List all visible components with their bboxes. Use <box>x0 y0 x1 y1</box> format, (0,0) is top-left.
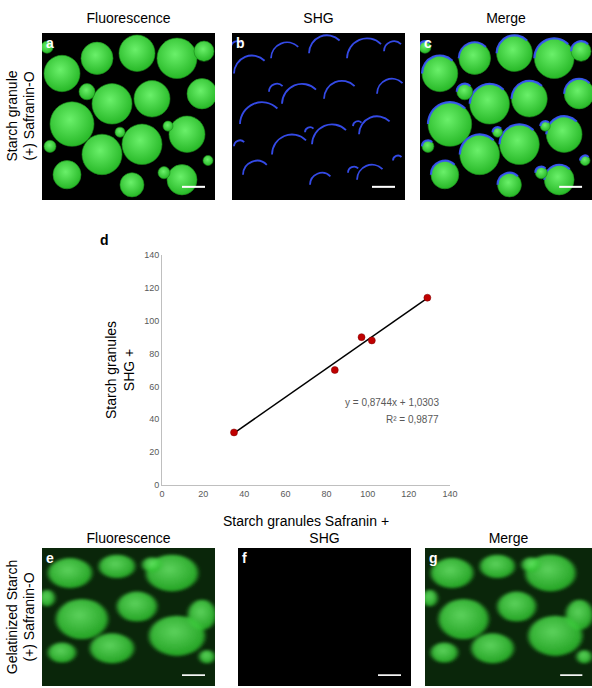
svg-text:100: 100 <box>144 316 159 326</box>
html-text:b: b <box>236 35 245 51</box>
html-text:Starch granule: Starch granule <box>4 70 20 162</box>
svg-text:80: 80 <box>322 489 332 499</box>
svg-text:100: 100 <box>360 489 375 499</box>
svg-text:Starch granules Safranin +: Starch granules Safranin + <box>223 513 389 529</box>
svg-text:20: 20 <box>149 447 159 457</box>
html-text:(+) Safranin-O: (+) Safranin-O <box>21 572 37 662</box>
html-text:a: a <box>46 35 54 51</box>
svg-text:Starch granulesSHG +: Starch granulesSHG + <box>103 321 137 419</box>
svg-text:40: 40 <box>239 489 249 499</box>
svg-text:0: 0 <box>154 480 159 490</box>
svg-text:y = 0,8744x + 1,0303: y = 0,8744x + 1,0303 <box>345 397 439 408</box>
html-text:SHG: SHG <box>303 10 334 26</box>
html-text:Fluorescence: Fluorescence <box>86 530 171 546</box>
svg-text:120: 120 <box>401 489 416 499</box>
svg-text:R² = 0,9877: R² = 0,9877 <box>386 414 439 425</box>
html-text:e: e <box>46 550 54 566</box>
html-text:d: d <box>100 232 109 248</box>
html-text:g: g <box>429 550 438 566</box>
svg-text:120: 120 <box>144 283 159 293</box>
svg-text:60: 60 <box>280 489 290 499</box>
html-text:(+) Safranin-O: (+) Safranin-O <box>21 71 37 161</box>
html-text:Merge: Merge <box>486 10 526 26</box>
html-text:f: f <box>242 550 247 566</box>
svg-text:140: 140 <box>442 489 457 499</box>
html-text:Gelatinized Starch: Gelatinized Starch <box>4 559 20 675</box>
svg-text:20: 20 <box>198 489 208 499</box>
svg-text:140: 140 <box>144 250 159 260</box>
svg-text:40: 40 <box>149 414 159 424</box>
svg-text:60: 60 <box>149 382 159 392</box>
svg-text:0: 0 <box>159 489 164 499</box>
html-text:c: c <box>424 35 432 51</box>
svg-text:80: 80 <box>149 349 159 359</box>
html-text:Merge: Merge <box>488 530 529 546</box>
html-text:SHG: SHG <box>309 530 340 546</box>
html-text:Fluorescence: Fluorescence <box>86 10 171 26</box>
